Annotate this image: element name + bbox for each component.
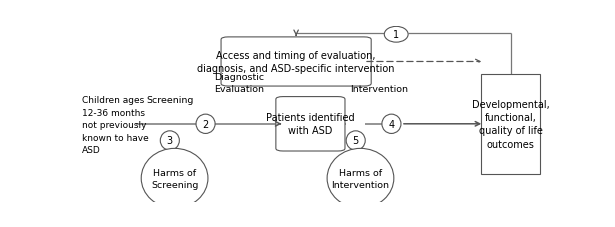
Text: Patients identified
with ASD: Patients identified with ASD	[266, 113, 355, 136]
FancyBboxPatch shape	[481, 74, 541, 174]
Ellipse shape	[327, 149, 394, 208]
Text: Harms of
Intervention: Harms of Intervention	[331, 168, 389, 189]
Ellipse shape	[196, 115, 215, 134]
Ellipse shape	[161, 131, 180, 151]
Text: Children ages
12-36 months
not previously
known to have
ASD: Children ages 12-36 months not previousl…	[82, 96, 148, 155]
Ellipse shape	[384, 27, 408, 43]
FancyBboxPatch shape	[276, 97, 345, 151]
Text: 5: 5	[352, 136, 359, 146]
Text: 1: 1	[393, 30, 399, 40]
Text: Developmental,
functional,
quality of life
outcomes: Developmental, functional, quality of li…	[472, 100, 549, 149]
Text: Diagnostic
Evaluation: Diagnostic Evaluation	[214, 73, 264, 94]
FancyBboxPatch shape	[221, 38, 371, 87]
Text: 2: 2	[202, 119, 208, 129]
Text: Intervention: Intervention	[351, 85, 408, 94]
Text: 3: 3	[167, 136, 173, 146]
Text: Harms of
Screening: Harms of Screening	[151, 168, 198, 189]
Text: Access and timing of evaluation,
diagnosis, and ASD-specific intervention: Access and timing of evaluation, diagnos…	[197, 51, 395, 74]
Ellipse shape	[141, 149, 208, 208]
Text: 4: 4	[389, 119, 394, 129]
Ellipse shape	[346, 131, 365, 151]
Text: Screening: Screening	[146, 95, 194, 104]
Ellipse shape	[382, 115, 401, 134]
